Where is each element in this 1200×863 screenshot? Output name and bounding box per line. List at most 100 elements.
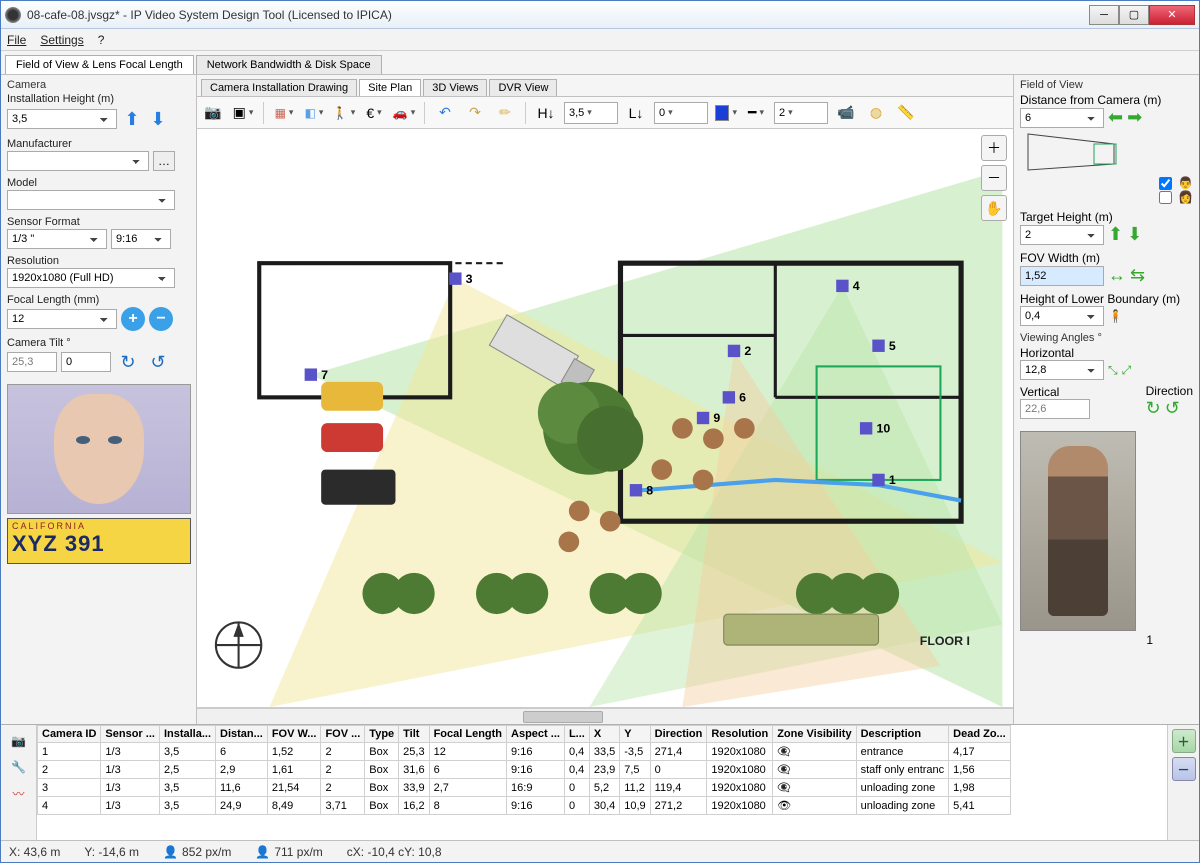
window-title: 08-cafe-08.jvsgz* - IP Video System Desi… — [27, 8, 1089, 22]
car-tool-icon[interactable]: 🚗 — [392, 101, 416, 125]
target-height-select[interactable]: 2 — [1020, 225, 1104, 245]
install-height-label: Installation Height (m) — [7, 93, 190, 105]
table-header[interactable]: Direction — [650, 726, 707, 743]
line-width-select[interactable]: 2 — [774, 102, 828, 124]
table-header[interactable]: Zone Visibility — [773, 726, 856, 743]
brush-tool-icon[interactable]: ✏ — [493, 101, 517, 125]
camera-dropdown-icon[interactable]: ▣ — [231, 101, 255, 125]
table-header[interactable]: Type — [365, 726, 399, 743]
target-down-icon[interactable]: ⬇ — [1127, 224, 1142, 245]
maximize-button[interactable]: ▢ — [1119, 5, 1149, 25]
floor-label: FLOOR I — [920, 634, 970, 648]
menu-file[interactable]: File — [7, 33, 26, 47]
box3d-tool-icon[interactable]: ◧ — [302, 101, 326, 125]
dir-ccw-icon[interactable]: ↻ — [1146, 398, 1161, 419]
height-value-select[interactable]: 3,5 — [564, 102, 618, 124]
fov-person2-checkbox[interactable] — [1159, 191, 1172, 204]
table-header[interactable]: Installa... — [159, 726, 215, 743]
dir-cw-icon[interactable]: ↺ — [1165, 398, 1180, 419]
install-height-up-icon[interactable]: ⬆ — [121, 106, 143, 132]
person-tool-icon[interactable]: 🚶 — [332, 101, 356, 125]
table-header[interactable]: Tilt — [399, 726, 429, 743]
fill-color-icon[interactable] — [714, 101, 738, 125]
horiz-select[interactable]: 12,8 — [1020, 360, 1104, 380]
tilt-rotate-cw-icon[interactable]: ↺ — [145, 350, 171, 374]
table-header[interactable]: Resolution — [707, 726, 773, 743]
distance-left-icon[interactable]: ⬅ — [1108, 107, 1123, 128]
canvas-h-scrollbar[interactable] — [197, 708, 1013, 724]
floor-plan-canvas[interactable]: FLOOR I 12345678910 — [197, 129, 1013, 707]
table-header[interactable]: Aspect ... — [507, 726, 565, 743]
manufacturer-browse-button[interactable]: … — [153, 151, 175, 171]
measure-tool-icon[interactable]: 📏 — [894, 101, 918, 125]
table-header[interactable]: Camera ID — [38, 726, 101, 743]
horiz-expand-icon[interactable]: ⤡ — [1108, 363, 1118, 378]
cube-tool-icon[interactable]: ◍ — [864, 101, 888, 125]
app-icon — [5, 7, 21, 23]
level-value-select[interactable]: 0 — [654, 102, 708, 124]
pan-button[interactable]: ✋ — [981, 195, 1007, 221]
fov-width-select[interactable]: 1,52 — [1020, 266, 1104, 286]
focal-minus-button[interactable]: − — [149, 307, 173, 331]
table-header[interactable]: Description — [856, 726, 949, 743]
wall-tool-icon[interactable]: ▦ — [272, 101, 296, 125]
table-row[interactable]: 11/33,561,522Box25,3129:160,433,5-3,5271… — [38, 743, 1011, 761]
grid-settings-icon[interactable]: 🔧 — [7, 757, 31, 777]
grid-camera-icon[interactable]: 📷 — [7, 731, 31, 751]
table-header[interactable]: Focal Length — [429, 726, 506, 743]
tab-bandwidth[interactable]: Network Bandwidth & Disk Space — [196, 55, 382, 74]
target-up-icon[interactable]: ⬆ — [1108, 224, 1123, 245]
tilt-rotate-ccw-icon[interactable]: ↻ — [115, 350, 141, 374]
fovw-wide-icon[interactable]: ⇆ — [1130, 265, 1145, 286]
menu-settings[interactable]: Settings — [40, 33, 83, 47]
focal-select[interactable]: 12 — [7, 309, 117, 329]
subtab-camera-install[interactable]: Camera Installation Drawing — [201, 79, 357, 96]
install-height-down-icon[interactable]: ⬇ — [147, 106, 169, 132]
camera-overlay-icon[interactable]: 📹 — [834, 101, 858, 125]
table-header[interactable]: Sensor ... — [101, 726, 160, 743]
camera-table[interactable]: Camera IDSensor ...Installa...Distan...F… — [37, 725, 1011, 815]
table-header[interactable]: X — [589, 726, 619, 743]
subtab-dvr-view[interactable]: DVR View — [489, 79, 557, 96]
install-height-select[interactable]: 3,5 — [7, 109, 117, 129]
grid-cable-icon[interactable]: 〰 — [7, 783, 31, 803]
redo-icon[interactable]: ↷ — [463, 101, 487, 125]
manufacturer-select[interactable] — [7, 151, 149, 171]
undo-icon[interactable]: ↶ — [433, 101, 457, 125]
line-style-icon[interactable]: ━ — [744, 101, 768, 125]
sensor-select[interactable]: 1/3 " — [7, 229, 107, 249]
table-header[interactable]: FOV W... — [267, 726, 321, 743]
grid-remove-button[interactable]: － — [1172, 757, 1196, 781]
zoom-in-button[interactable]: ＋ — [981, 135, 1007, 161]
fov-person1-checkbox[interactable] — [1159, 177, 1172, 190]
table-row[interactable]: 21/32,52,91,612Box31,669:160,423,97,5019… — [38, 761, 1011, 779]
tilt-field[interactable] — [61, 352, 111, 372]
table-header[interactable]: Dead Zo... — [949, 726, 1011, 743]
resolution-select[interactable]: 1920x1080 (Full HD) — [7, 268, 175, 288]
fovw-narrow-icon[interactable]: ↔ — [1108, 265, 1126, 286]
currency-tool-icon[interactable]: € — [362, 101, 386, 125]
table-header[interactable]: FOV ... — [321, 726, 365, 743]
tab-fov-lens[interactable]: Field of View & Lens Focal Length — [5, 55, 194, 74]
camera-tool-icon[interactable]: 📷 — [201, 101, 225, 125]
menu-help[interactable]: ? — [98, 33, 105, 47]
table-row[interactable]: 31/33,511,621,542Box33,92,716:905,211,21… — [38, 779, 1011, 797]
table-header[interactable]: Distan... — [216, 726, 268, 743]
model-select[interactable] — [7, 190, 175, 210]
table-row[interactable]: 41/33,524,98,493,71Box16,289:16030,410,9… — [38, 797, 1011, 815]
distance-right-icon[interactable]: ➡ — [1127, 107, 1142, 128]
hlb-select[interactable]: 0,4 — [1020, 306, 1104, 326]
focal-plus-button[interactable]: + — [121, 307, 145, 331]
table-header[interactable]: L... — [564, 726, 589, 743]
distance-select[interactable]: 6 — [1020, 108, 1104, 128]
zoom-out-button[interactable]: － — [981, 165, 1007, 191]
subtab-site-plan[interactable]: Site Plan — [359, 79, 421, 96]
subtab-3d-views[interactable]: 3D Views — [423, 79, 487, 96]
fov-diagram — [1024, 130, 1134, 174]
close-button[interactable]: ✕ — [1149, 5, 1195, 25]
aspect-select[interactable]: 9:16 — [111, 229, 171, 249]
horiz-contract-icon[interactable]: ⤢ — [1122, 363, 1132, 378]
grid-add-button[interactable]: ＋ — [1172, 729, 1196, 753]
table-header[interactable]: Y — [620, 726, 650, 743]
minimize-button[interactable]: ─ — [1089, 5, 1119, 25]
